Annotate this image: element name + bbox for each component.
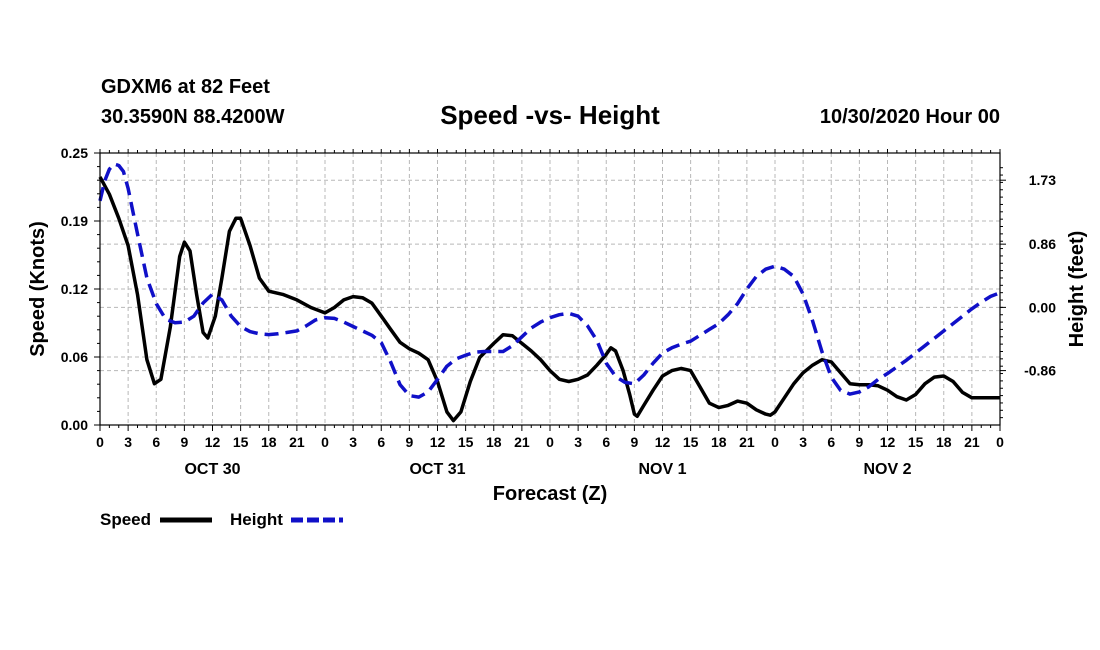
x-tick-label: 0	[546, 434, 554, 450]
x-tick-label: 21	[289, 434, 305, 450]
series-layer	[98, 162, 1001, 423]
legend-label-speed: Speed	[100, 510, 151, 529]
x-tick-label: 18	[936, 434, 952, 450]
x-tick-label: 15	[683, 434, 699, 450]
x-tick-label: 9	[405, 434, 413, 450]
x-tick-label: 18	[486, 434, 502, 450]
series-line-height	[98, 162, 1001, 399]
coordinates-label: 30.3590N 88.4200W	[101, 106, 285, 128]
x-tick-label: 3	[124, 434, 132, 450]
left-y-tick-label: 0.19	[61, 213, 88, 229]
left-y-tick-label: 0.12	[61, 281, 88, 297]
x-tick-label: 15	[908, 434, 924, 450]
x-tick-label: 3	[349, 434, 357, 450]
x-tick-label: 0	[321, 434, 329, 450]
right-y-axis-title: Height (feet)	[1066, 231, 1088, 348]
x-tick-label: 21	[739, 434, 755, 450]
date-label: OCT 30	[184, 461, 240, 478]
x-tick-label: 9	[180, 434, 188, 450]
x-tick-label: 21	[964, 434, 980, 450]
right-y-tick-label: -0.86	[1024, 363, 1056, 379]
left-y-tick-label: 0.06	[61, 349, 88, 365]
right-y-tick-label: 0.86	[1029, 236, 1056, 252]
left-y-axis-title: Speed (Knots)	[27, 221, 49, 357]
x-tick-label: 12	[880, 434, 896, 450]
right-y-tick-label: 0.00	[1029, 299, 1056, 315]
axes: 0 3 6 9 12 15 18 21 0 3 6 9 12 15 18 21 0 3 6 9 12 15 18 21 0 3 6 9…	[61, 145, 1056, 478]
forecast-datetime: 10/30/2020 Hour 00	[819, 106, 1000, 128]
x-tick-label: 18	[711, 434, 727, 450]
x-tick-label: 12	[205, 434, 221, 450]
x-tick-label: 12	[655, 434, 671, 450]
x-tick-label: 6	[602, 434, 610, 450]
x-tick-label: 9	[630, 434, 638, 450]
x-tick-label: 3	[799, 434, 807, 450]
x-tick-label: 0	[996, 434, 1004, 450]
x-tick-label: 15	[233, 434, 249, 450]
date-label: NOV 1	[638, 461, 686, 478]
x-tick-label: 0	[96, 434, 104, 450]
right-y-tick-label: 1.73	[1029, 172, 1056, 188]
x-tick-label: 6	[377, 434, 385, 450]
x-tick-label: 6	[827, 434, 835, 450]
left-y-tick-label: 0.00	[61, 417, 88, 433]
grid	[100, 153, 1000, 425]
date-label: NOV 2	[863, 461, 911, 478]
x-tick-label: 3	[574, 434, 582, 450]
x-tick-label: 9	[855, 434, 863, 450]
x-tick-label: 15	[458, 434, 474, 450]
chart-title: Speed -vs- Height	[440, 100, 660, 130]
x-tick-label: 6	[152, 434, 160, 450]
x-tick-label: 18	[261, 434, 277, 450]
x-tick-label: 12	[430, 434, 446, 450]
legend-label-height: Height	[230, 510, 283, 529]
x-tick-label: 21	[514, 434, 530, 450]
legend: Speed Height	[100, 510, 343, 529]
left-y-tick-label: 0.25	[61, 145, 88, 161]
station-label: GDXM6 at 82 Feet	[101, 76, 270, 98]
x-axis-title: Forecast (Z)	[493, 483, 607, 505]
date-label: OCT 31	[409, 461, 465, 478]
x-tick-label: 0	[771, 434, 779, 450]
